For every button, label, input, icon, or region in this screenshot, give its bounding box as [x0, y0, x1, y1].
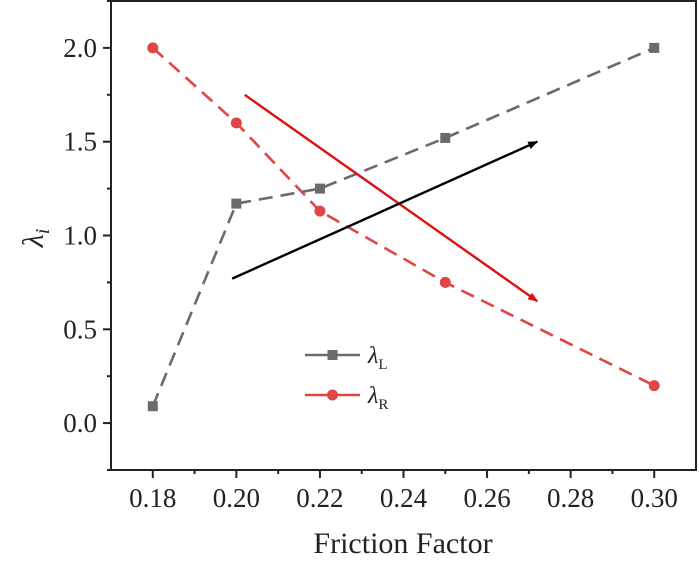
- legend-label-main: λ: [367, 383, 378, 409]
- legend-label: λR: [367, 383, 388, 413]
- data-point: [439, 276, 451, 288]
- black-trend-arrow: [231, 140, 539, 280]
- x-axis-title: Friction Factor: [313, 527, 492, 560]
- y-axis-title: λi: [17, 229, 54, 249]
- legend-marker: [327, 350, 338, 360]
- data-point: [147, 401, 158, 412]
- data-point: [231, 198, 242, 209]
- series-R: [147, 42, 660, 392]
- data-point: [649, 42, 660, 53]
- series-layer: [147, 42, 660, 412]
- x-tick-label: 0.24: [380, 483, 428, 513]
- series-line: [151, 46, 655, 387]
- x-tick-label: 0.20: [213, 483, 260, 513]
- x-tick-label: 0.26: [463, 483, 510, 513]
- x-tick-label: 0.22: [296, 483, 343, 513]
- y-tick-label: 1.5: [63, 127, 97, 157]
- y-tick-label: 2.0: [63, 33, 97, 63]
- legend-marker: [327, 389, 338, 401]
- data-point: [147, 42, 159, 54]
- y-tick-label: 0.5: [63, 314, 97, 344]
- data-point: [314, 205, 326, 217]
- x-tick-label: 0.18: [129, 483, 176, 513]
- y-tick-label: 0.0: [63, 408, 97, 438]
- data-point: [230, 117, 242, 129]
- legend-label-sub: R: [378, 397, 388, 413]
- x-tick-label: 0.28: [547, 483, 594, 513]
- legend-label: λL: [367, 343, 388, 373]
- x-axis-ticks: 0.18 0.20 0.22 0.24 0.26 0.28 0.30: [129, 470, 678, 513]
- data-point: [314, 183, 325, 194]
- annotation-layer: [231, 93, 539, 303]
- series-line: [151, 46, 655, 407]
- y-axis-title-main: λ: [17, 234, 50, 248]
- legend-label-main: λ: [367, 343, 378, 369]
- data-point: [440, 132, 451, 143]
- legend-item-L: λL: [305, 343, 388, 373]
- x-tick-label: 0.30: [631, 483, 678, 513]
- y-axis-ticks: 0.0 0.5 1.0 1.5 2.0: [63, 0, 111, 471]
- y-axis-title-sub: i: [32, 229, 54, 235]
- data-point: [648, 380, 660, 392]
- legend-item-R: λR: [305, 383, 388, 413]
- plot-frame: [110, 0, 697, 471]
- red-trend-arrow: [244, 93, 539, 303]
- legend-label-sub: L: [378, 357, 387, 373]
- y-tick-label: 1.0: [63, 221, 97, 251]
- series-L: [147, 42, 660, 412]
